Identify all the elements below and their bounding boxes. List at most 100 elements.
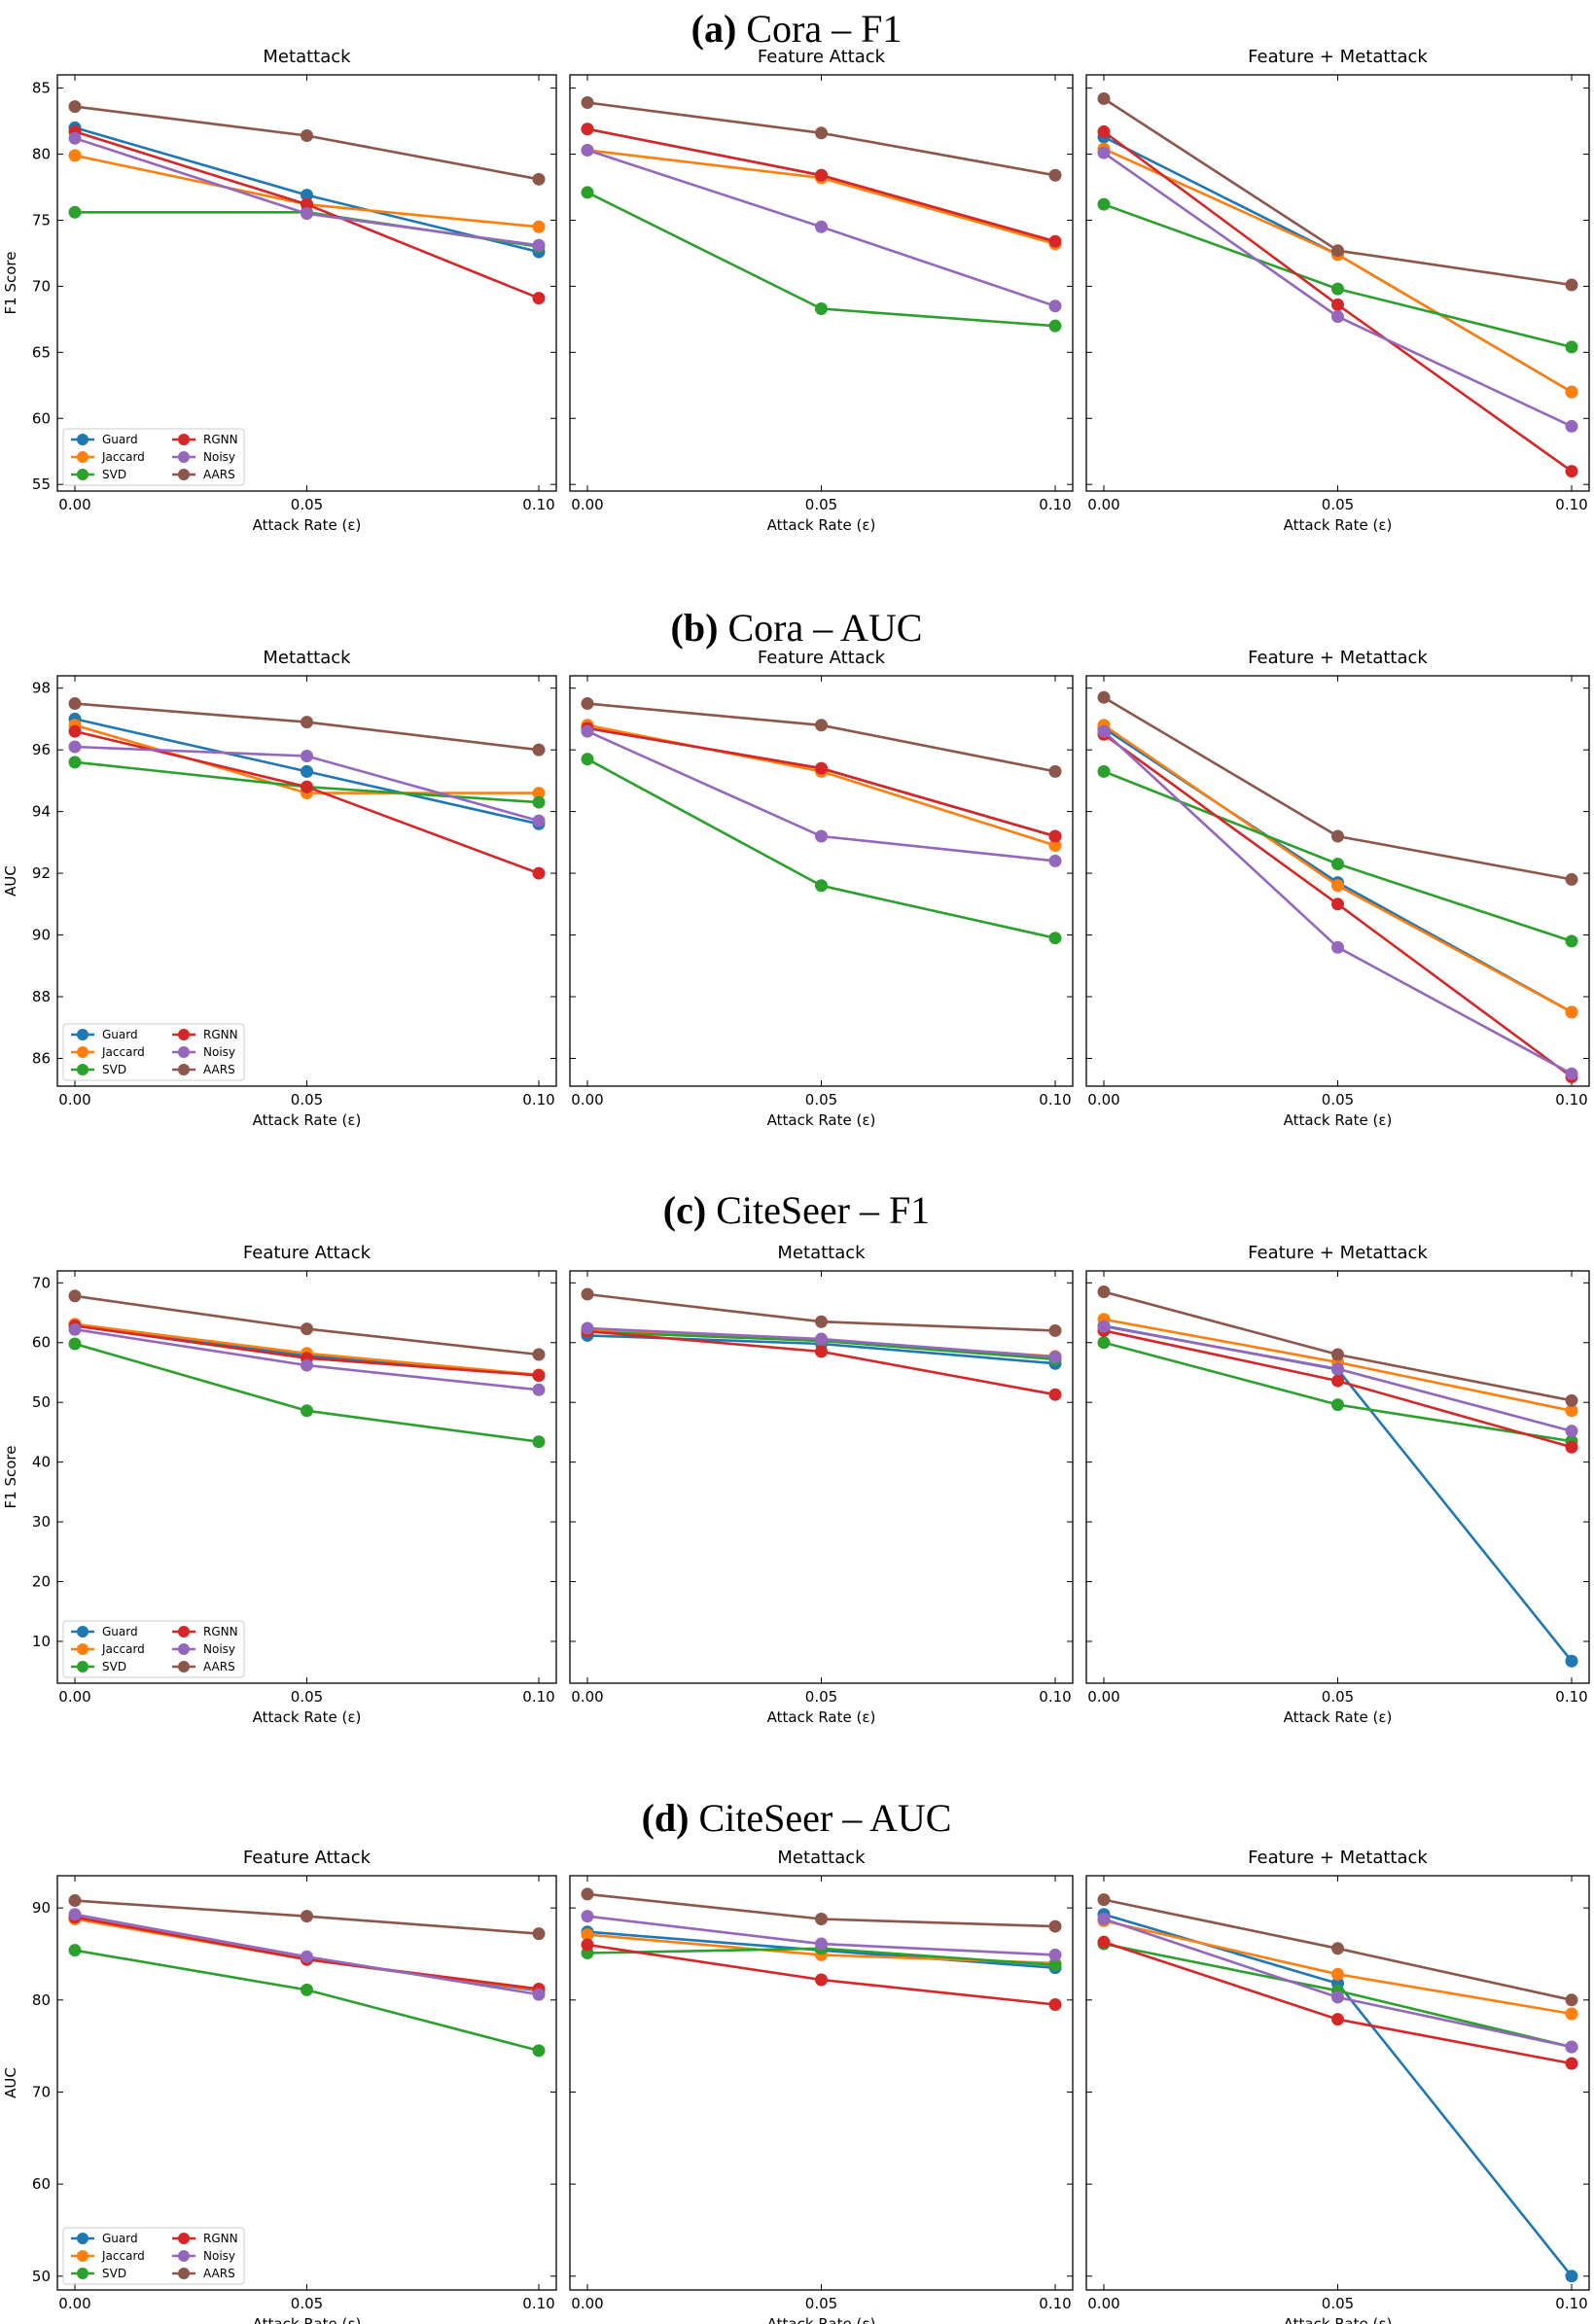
data-point-jaccard (1565, 385, 1578, 399)
legend-entry-svd: SVD (71, 468, 126, 481)
legend-label: Guard (102, 433, 138, 446)
legend-label: Guard (102, 1028, 138, 1041)
legend-box (62, 428, 245, 486)
section-title: (b) Cora – AUC (671, 606, 923, 650)
data-point-rgnn (532, 292, 546, 305)
y-tick-label: 60 (32, 2175, 51, 2193)
data-point-aars (1097, 690, 1111, 704)
series-noisy (68, 131, 546, 252)
x-tick-label: 0.00 (1087, 496, 1119, 513)
series-aars (1097, 1285, 1578, 1407)
data-point-svd (815, 301, 828, 315)
data-point-aars (1097, 91, 1111, 105)
legend-entry-jaccard: Jaccard (71, 450, 145, 464)
data-point-aars (532, 1348, 546, 1361)
data-point-aars (1048, 764, 1062, 778)
x-tick-label: 0.05 (805, 1091, 837, 1109)
legend-swatch-marker (77, 1626, 89, 1637)
data-point-noisy (68, 131, 82, 145)
panel-title: Metattack (263, 47, 351, 67)
section-tag: (d) (642, 1796, 699, 1840)
legend-label: Guard (102, 2232, 138, 2245)
series-rgnn (581, 123, 1062, 248)
legend-entry-svd: SVD (71, 2267, 126, 2280)
panel-title: Metattack (777, 1243, 866, 1263)
legend-label: RGNN (203, 1028, 238, 1041)
data-point-aars (1048, 168, 1062, 182)
data-point-aars (581, 697, 594, 711)
x-tick-label: 0.10 (1039, 1091, 1071, 1109)
data-point-jaccard (1331, 879, 1344, 893)
plot-frame (1085, 1270, 1590, 1684)
y-tick-label: 40 (32, 1454, 51, 1471)
series-rgnn (1097, 124, 1578, 478)
legend-swatch-marker (77, 469, 89, 480)
y-tick-label: 86 (32, 1049, 51, 1067)
legend-label: Guard (102, 1625, 138, 1638)
y-tick-label: 70 (32, 1274, 51, 1291)
data-point-noisy (815, 1937, 828, 1951)
data-point-aars (1331, 244, 1344, 258)
panel-title: Metattack (263, 648, 351, 668)
data-point-aars (1331, 829, 1344, 843)
series-rgnn (1097, 1935, 1578, 2070)
legend-label: Noisy (203, 450, 235, 464)
x-tick-label: 0.00 (571, 496, 603, 513)
x-tick-label: 0.10 (1555, 2295, 1587, 2312)
y-tick-label: 50 (32, 2268, 51, 2285)
y-axis-label: AUC (2, 865, 19, 897)
data-point-aars (1048, 1919, 1062, 1933)
data-point-svd (301, 1983, 313, 1996)
legend-box (62, 1023, 245, 1081)
data-point-noisy (815, 1332, 828, 1346)
y-tick-label: 96 (32, 741, 51, 758)
series-aars (68, 1289, 546, 1361)
y-tick-label: 60 (32, 409, 51, 427)
legend-entry-rgnn: RGNN (172, 433, 238, 446)
data-point-noisy (1331, 1362, 1344, 1376)
data-point-noisy (1048, 1948, 1062, 1961)
data-point-noisy (301, 749, 313, 762)
data-point-rgnn (815, 1973, 828, 1987)
legend-label: SVD (102, 1063, 126, 1076)
series-rgnn (1097, 727, 1578, 1083)
legend-entry-aars: AARS (172, 2267, 235, 2280)
x-tick-label: 0.00 (58, 1091, 90, 1109)
data-point-svd (532, 1435, 546, 1449)
series-guard (1097, 130, 1578, 399)
x-tick-label: 0.05 (291, 2295, 323, 2312)
data-point-svd (581, 186, 594, 199)
x-axis-label: Attack Rate (ε) (767, 2315, 876, 2324)
panel-feature-attack: Feature Attack 10 20 30 40 50 60 70 0.00 0.05 0.10… (2, 1243, 557, 1726)
section-tag: (a) (691, 7, 747, 51)
legend-swatch-marker (77, 1661, 89, 1673)
panel-feature-attack: Feature Attack 0.00 0.05 0.10 Attack Rate (ε… (569, 47, 1074, 534)
data-point-svd (1048, 319, 1062, 333)
legend-swatch-marker (178, 1046, 190, 1058)
legend-entry-guard: Guard (71, 433, 138, 446)
panel-feature-metattack: Feature + Metattack 0.00 0.05 0.10 Attack Ra… (1085, 47, 1590, 534)
series-aars (68, 100, 546, 186)
x-tick-label: 0.05 (805, 496, 837, 513)
panel-feature-metattack: Feature + Metattack 0.00 0.05 0.10 Attack Ra… (1085, 648, 1590, 1129)
series-noisy (68, 740, 546, 827)
x-tick-label: 0.05 (1322, 2295, 1354, 2312)
data-point-noisy (1097, 724, 1111, 738)
y-tick-label: 20 (32, 1573, 51, 1591)
x-tick-label: 0.10 (522, 1091, 554, 1109)
legend-entry-rgnn: RGNN (172, 2232, 238, 2245)
data-point-rgnn (581, 123, 594, 136)
legend-entry-svd: SVD (71, 1660, 126, 1673)
series-jaccard (1097, 1914, 1578, 2021)
series-noisy (1097, 1912, 1578, 2054)
series-noisy (1097, 146, 1578, 433)
series-noisy (581, 143, 1062, 313)
data-point-noisy (1331, 940, 1344, 954)
data-point-noisy (1097, 1320, 1111, 1333)
data-point-guard (301, 189, 313, 202)
series-line-aars (1103, 696, 1573, 881)
legend-swatch-marker (178, 1064, 190, 1075)
legend-entry-guard: Guard (71, 1028, 138, 1041)
data-point-svd (581, 753, 594, 766)
x-axis-label: Attack Rate (ε) (1284, 2315, 1393, 2324)
